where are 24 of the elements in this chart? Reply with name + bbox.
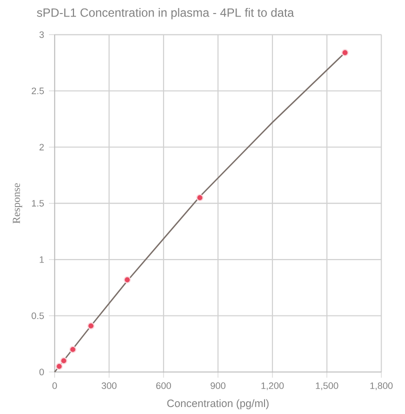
x-tick-label: 300 — [102, 382, 117, 389]
point — [69, 346, 76, 354]
y-tick-label: 0 — [39, 368, 44, 376]
x-tick-label: 600 — [156, 382, 171, 389]
point — [124, 276, 131, 284]
x-tick-label: 1,800 — [370, 382, 393, 390]
point — [60, 357, 68, 364]
chart-title: sPD-L1 Concentration in plasma - 4PL fit to data — [36, 8, 294, 20]
y-tick-label: 1.5 — [32, 200, 44, 207]
x-tick-label: 1,500 — [316, 382, 338, 390]
y-tick-label: 3 — [39, 31, 44, 38]
point — [341, 49, 349, 56]
y-tick-label: 2 — [40, 144, 44, 150]
x-tick-label: 900 — [210, 382, 226, 389]
y-axis-title: Response — [12, 183, 22, 224]
x-tick-label: 1,200 — [261, 382, 284, 390]
point — [196, 194, 204, 202]
y-tick-label: 1 — [40, 256, 44, 263]
y-tick-label: 2.5 — [32, 88, 44, 94]
point — [87, 322, 95, 330]
y-tick-label: 0.5 — [32, 312, 44, 320]
x-axis-title: Concentration (pg/ml) — [167, 399, 269, 410]
x-tick-label: 0 — [52, 382, 57, 389]
point — [56, 362, 63, 370]
